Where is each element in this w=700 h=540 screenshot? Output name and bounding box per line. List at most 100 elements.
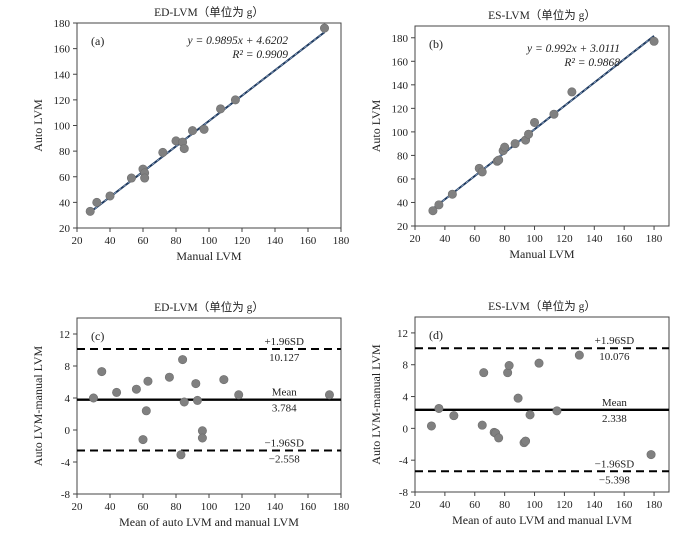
data-point: [89, 393, 99, 403]
y-tick-label: 4: [65, 393, 71, 405]
x-tick-label: 40: [105, 235, 117, 247]
x-tick-label: 40: [105, 501, 117, 513]
data-point: [530, 117, 540, 127]
x-tick-label: 180: [333, 235, 350, 247]
plot-frame: [76, 22, 342, 229]
x-tick-label: 100: [526, 499, 543, 511]
line-value-label: −5.398: [599, 474, 630, 486]
chart-panel-d: 20 40 60 80 100 120 140 160 180 -8 -4 0 4 8 12 ES-LVM（单…: [369, 299, 670, 527]
data-point: [319, 23, 329, 33]
data-point: [179, 397, 189, 407]
x-axis-label: Manual LVM: [176, 249, 242, 263]
data-point: [216, 104, 226, 114]
y-tick-label: 60: [59, 172, 71, 184]
chart-title: ES-LVM（单位为 g）: [488, 8, 596, 22]
x-tick-label: 180: [646, 499, 663, 511]
data-point: [494, 433, 504, 443]
x-tick-label: 80: [499, 233, 511, 245]
line-label: −1.96SD: [264, 437, 304, 449]
data-point: [428, 206, 438, 216]
y-tick-label: 12: [59, 329, 70, 341]
regression-equation: y = 0.992x + 3.0111: [526, 43, 620, 55]
x-tick-label: 120: [556, 499, 573, 511]
x-axis-label: Mean of auto LVM and manual LVM: [119, 515, 299, 529]
y-tick-label: 8: [403, 360, 409, 372]
data-point: [234, 390, 244, 400]
y-axis-label: Auto LVM: [369, 99, 383, 152]
data-point: [434, 403, 444, 413]
data-point: [158, 147, 168, 157]
x-tick-label: 40: [439, 499, 451, 511]
data-point: [141, 406, 151, 416]
y-axis-label: Auto LVM-manual LVM: [31, 345, 45, 466]
x-tick-label: 120: [234, 235, 251, 247]
data-point: [504, 361, 514, 371]
y-tick-label: 8: [65, 361, 71, 373]
x-tick-label: 160: [616, 233, 633, 245]
x-tick-label: 40: [439, 233, 451, 245]
line-value-label: 2.338: [602, 413, 627, 425]
y-tick-label: -8: [61, 489, 71, 501]
data-point: [477, 167, 487, 177]
data-point: [434, 200, 444, 210]
x-tick-label: 160: [300, 235, 317, 247]
line-label: Mean: [272, 387, 298, 399]
data-point: [138, 435, 148, 445]
data-point: [178, 355, 188, 365]
data-point: [197, 433, 207, 443]
x-axis-label: Manual LVM: [509, 247, 575, 261]
data-point: [188, 126, 198, 136]
chart-panel-b: 20 40 60 80 100 120 140 160 180 20 40 60 80 100 120 140…: [369, 8, 670, 261]
y-tick-label: 180: [392, 33, 409, 45]
data-point: [143, 376, 153, 386]
data-point: [85, 206, 95, 216]
y-tick-label: 20: [397, 221, 409, 233]
y-tick-label: 120: [54, 95, 71, 107]
chart-panel-c: 20 40 60 80 100 120 140 160 180 -8 -4 0 4 8 12 ED-LVM（单…: [31, 300, 350, 529]
data-point: [447, 189, 457, 199]
y-tick-label: -4: [61, 457, 71, 469]
regression-equation: y = 0.9895x + 4.6202: [187, 35, 289, 47]
data-point: [449, 411, 459, 421]
x-tick-label: 80: [499, 499, 511, 511]
data-point: [646, 450, 656, 460]
x-tick-label: 20: [72, 501, 84, 513]
y-tick-label: 20: [59, 223, 71, 235]
x-axis-label: Mean of auto LVM and manual LVM: [452, 513, 632, 527]
data-point: [567, 87, 577, 97]
chart-title: ES-LVM（单位为 g）: [488, 299, 596, 313]
y-tick-label: 160: [392, 56, 409, 68]
y-tick-label: 160: [54, 44, 71, 56]
data-point: [105, 191, 115, 201]
data-point: [219, 375, 229, 385]
x-tick-label: 160: [300, 501, 317, 513]
data-point: [230, 95, 240, 105]
y-tick-label: 140: [54, 69, 71, 81]
x-tick-label: 100: [201, 501, 218, 513]
y-tick-label: 40: [59, 197, 71, 209]
line-label: +1.96SD: [595, 335, 635, 347]
data-point: [477, 420, 487, 430]
x-tick-label: 180: [646, 233, 663, 245]
y-tick-label: 40: [397, 197, 409, 209]
y-tick-label: -8: [399, 487, 409, 499]
data-point: [525, 410, 535, 420]
data-point: [176, 450, 186, 460]
x-tick-label: 80: [171, 235, 183, 247]
data-point: [649, 36, 659, 46]
r-squared-label: R² = 0.9909: [231, 49, 288, 61]
panel-label: (c): [91, 329, 104, 343]
data-point: [324, 390, 334, 400]
line-value-label: 10.076: [599, 351, 630, 363]
panel-label: (b): [429, 37, 443, 51]
y-tick-label: 0: [403, 423, 409, 435]
plot-frame: [414, 316, 670, 493]
data-point: [131, 384, 141, 394]
x-tick-label: 140: [267, 501, 284, 513]
y-tick-label: 180: [54, 18, 71, 30]
data-point: [192, 395, 202, 405]
regression-line-trend: [89, 31, 325, 213]
x-tick-label: 80: [171, 501, 183, 513]
data-point: [524, 129, 534, 139]
